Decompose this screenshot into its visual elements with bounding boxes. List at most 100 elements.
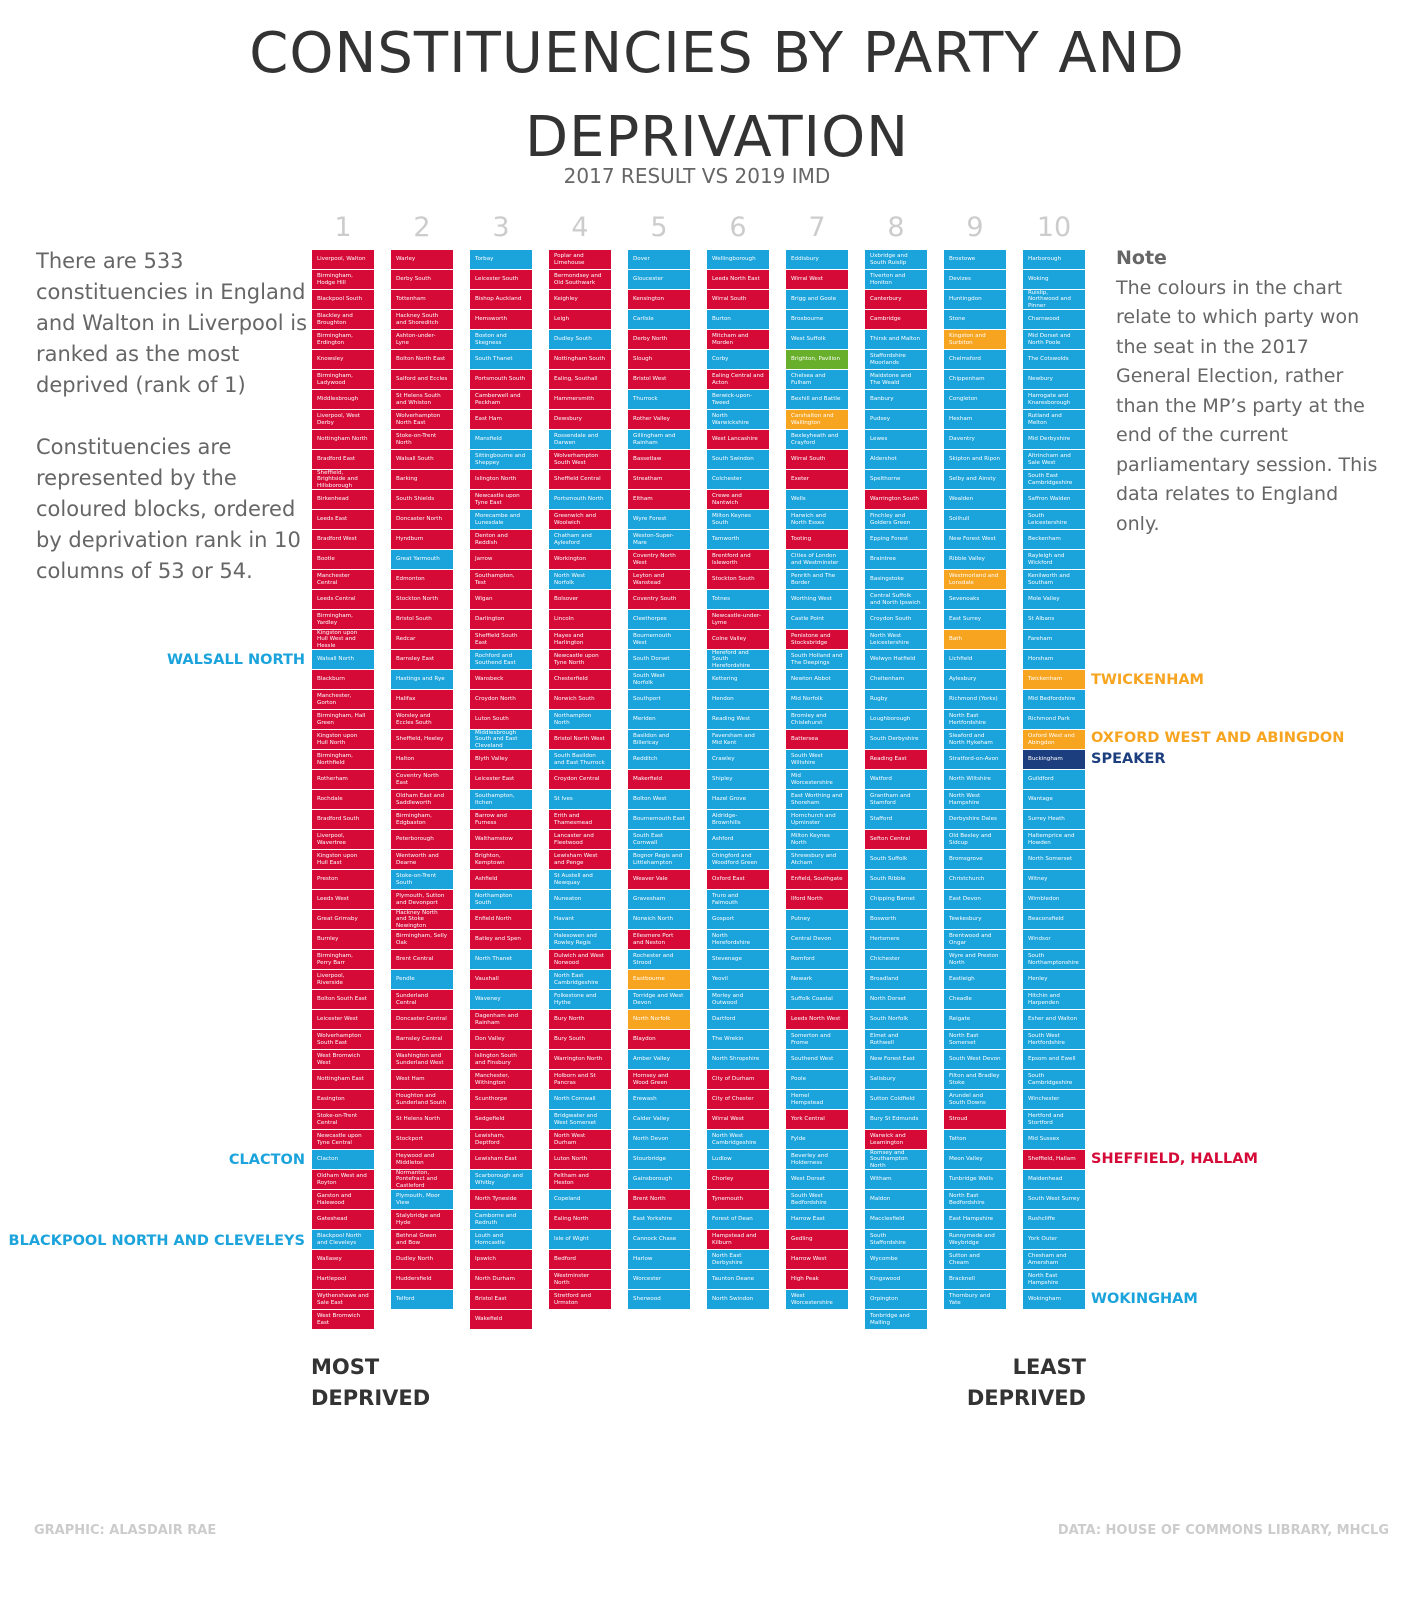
constituency-block: Devizes	[944, 270, 1006, 289]
constituency-block: Lincoln	[549, 610, 611, 629]
constituency-block: Hendon	[707, 690, 769, 709]
constituency-block: Bethnal Green and Bow	[391, 1230, 453, 1249]
constituency-block: North Shropshire	[707, 1050, 769, 1069]
constituency-block: Leigh	[549, 310, 611, 329]
constituency-block: East Ham	[470, 410, 532, 429]
constituency-block: Richmond Park	[1023, 710, 1085, 729]
constituency-block: Edmonton	[391, 570, 453, 589]
annotation: SHEFFIELD, HALLAM	[1091, 1151, 1258, 1167]
constituency-block: Newcastle upon Tyne North	[549, 650, 611, 669]
constituency-block: Rother Valley	[628, 410, 690, 429]
constituency-block: South West Hertfordshire	[1023, 1030, 1085, 1049]
constituency-block: Central Suffolk and North Ipswich	[865, 590, 927, 609]
constituency-block: Rochester and Strood	[628, 950, 690, 969]
constituency-block: St Helens South and Whiston	[391, 390, 453, 409]
constituency-block: Central Devon	[786, 930, 848, 949]
constituency-block: Birmingham, Hodge Hill	[312, 270, 374, 289]
constituency-block: Luton South	[470, 710, 532, 729]
constituency-block: Leeds East	[312, 510, 374, 529]
constituency-block: Stourbridge	[628, 1150, 690, 1169]
constituency-block: Weston-Super-Mare	[628, 530, 690, 549]
constituency-block: Torridge and West Devon	[628, 990, 690, 1009]
constituency-block: Altrincham and Sale West	[1023, 450, 1085, 469]
constituency-block: Ludlow	[707, 1150, 769, 1169]
constituency-block: Don Valley	[470, 1030, 532, 1049]
constituency-block: Skipton and Ripon	[944, 450, 1006, 469]
constituency-block: Harrow East	[786, 1210, 848, 1229]
constituency-block: Charnwood	[1023, 310, 1085, 329]
constituency-block: Penrith and The Border	[786, 570, 848, 589]
constituency-block: Westmorland and Lonsdale	[944, 570, 1006, 589]
constituency-block: Huddersfield	[391, 1270, 453, 1289]
constituency-block: Manchester, Gorton	[312, 690, 374, 709]
constituency-block: Bermondsey and Old Southwark	[549, 270, 611, 289]
constituency-block: North East Bedfordshire	[944, 1190, 1006, 1209]
constituency-block: Daventry	[944, 430, 1006, 449]
constituency-block: Yeovil	[707, 970, 769, 989]
constituency-block: Northampton North	[549, 710, 611, 729]
constituency-block: Gateshead	[312, 1210, 374, 1229]
constituency-block: Preston	[312, 870, 374, 889]
constituency-block: Derbyshire Dales	[944, 810, 1006, 829]
constituency-block: North West Hampshire	[944, 790, 1006, 809]
constituency-block: Forest of Dean	[707, 1210, 769, 1229]
constituency-block: Clacton	[312, 1150, 374, 1169]
constituency-block: North West Cambridgeshire	[707, 1130, 769, 1149]
constituency-block: Liverpool, Wavertree	[312, 830, 374, 849]
constituency-block: Fareham	[1023, 630, 1085, 649]
constituency-block: Croydon North	[470, 690, 532, 709]
constituency-block: South Swindon	[707, 450, 769, 469]
constituency-block: Truro and Falmouth	[707, 890, 769, 909]
constituency-block: Bosworth	[865, 910, 927, 929]
constituency-block: Tiverton and Honiton	[865, 270, 927, 289]
constituency-block: Brigg and Goole	[786, 290, 848, 309]
constituency-block: Colchester	[707, 470, 769, 489]
constituency-block: South Leicestershire	[1023, 510, 1085, 529]
constituency-block: Sunderland Central	[391, 990, 453, 1009]
constituency-block: Dulwich and West Norwood	[549, 950, 611, 969]
constituency-block: Runnymede and Weybridge	[944, 1230, 1006, 1249]
constituency-block: South West Bedfordshire	[786, 1190, 848, 1209]
constituency-block: Old Bexley and Sidcup	[944, 830, 1006, 849]
constituency-block: Totnes	[707, 590, 769, 609]
constituency-block: Ellesmere Port and Neston	[628, 930, 690, 949]
constituency-block: Epping Forest	[865, 530, 927, 549]
constituency-block: Hackney South and Shoreditch	[391, 310, 453, 329]
constituency-block: Morecambe and Lunesdale	[470, 510, 532, 529]
constituency-block: Birmingham, Erdington	[312, 330, 374, 349]
constituency-block: Warwick and Leamington	[865, 1130, 927, 1149]
constituency-block: Warrington North	[549, 1050, 611, 1069]
constituency-block: Witham	[865, 1170, 927, 1189]
constituency-block: Ilford North	[786, 890, 848, 909]
constituency-block: Somerton and Frome	[786, 1030, 848, 1049]
column-number: 6	[729, 212, 747, 243]
constituency-block: Stockton North	[391, 590, 453, 609]
constituency-block: Bolton North East	[391, 350, 453, 369]
constituency-block: Streatham	[628, 470, 690, 489]
constituency-block: Carshalton and Wallington	[786, 410, 848, 429]
constituency-block: Doncaster North	[391, 510, 453, 529]
constituency-block: High Peak	[786, 1270, 848, 1289]
constituency-block: South Norfolk	[865, 1010, 927, 1029]
constituency-block: Barnsley East	[391, 650, 453, 669]
constituency-block: Islington South and Finsbury	[470, 1050, 532, 1069]
constituency-block: Coventry North East	[391, 770, 453, 789]
constituency-block: Reigate	[944, 1010, 1006, 1029]
constituency-block: Crewe and Nantwich	[707, 490, 769, 509]
constituency-block: Harrow West	[786, 1250, 848, 1269]
constituency-block: Poplar and Limehouse	[549, 250, 611, 269]
constituency-block: Stretford and Urmston	[549, 1290, 611, 1309]
constituency-block: Windsor	[1023, 930, 1085, 949]
constituency-block: Selby and Ainsty	[944, 470, 1006, 489]
constituency-block: Denton and Reddish	[470, 530, 532, 549]
constituency-block: Hammersmith	[549, 390, 611, 409]
constituency-block: Derby North	[628, 330, 690, 349]
column-number: 1	[334, 212, 352, 243]
constituency-block: Chingford and Woodford Green	[707, 850, 769, 869]
constituency-block: Wokingham	[1023, 1290, 1085, 1309]
constituency-block: Brent North	[628, 1190, 690, 1209]
constituency-block: South Dorset	[628, 650, 690, 669]
constituency-block: Rushcliffe	[1023, 1210, 1085, 1229]
constituency-block: Nottingham South	[549, 350, 611, 369]
constituency-block: Garston and Halewood	[312, 1190, 374, 1209]
